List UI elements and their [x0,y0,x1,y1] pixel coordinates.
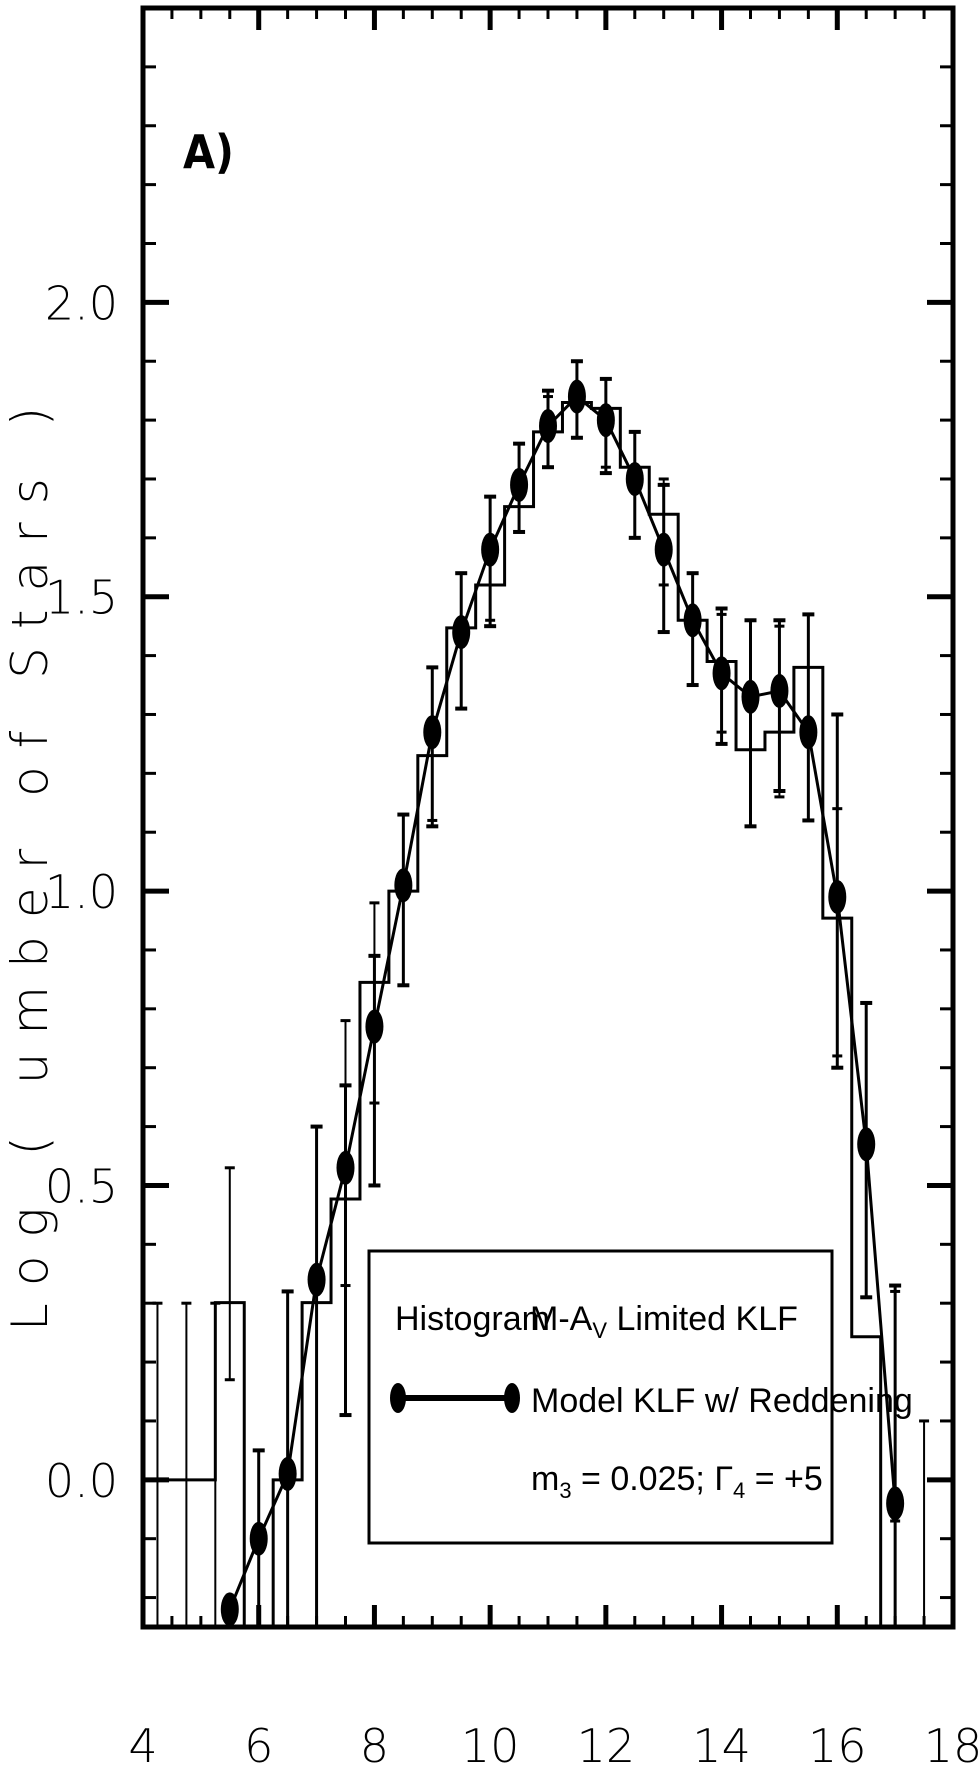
model-point [712,656,731,691]
model-point [278,1456,297,1491]
model-point [423,715,442,750]
model-point [596,403,615,438]
legend-params-m-val: = 0.025; [572,1460,715,1498]
legend-params-m: m [531,1460,559,1498]
x-tick-label: 14 [692,1719,751,1771]
model-point [394,868,413,903]
x-tick-label: 4 [128,1719,157,1771]
model-point [770,673,789,708]
y-tick-label: 1.0 [45,865,118,919]
y-tick-label: 1.5 [45,571,118,625]
plot-axes [140,5,956,1630]
legend: Histogram M-AV Limited KLF Model KLF w/ … [367,1249,913,1545]
legend-params: m3 = 0.025; Γ4 = +5 [531,1460,823,1503]
model-point [249,1521,268,1556]
model-point [307,1262,326,1297]
model-point [365,1009,384,1044]
legend-params-g-sub: 4 [733,1478,745,1503]
model-point [510,467,529,502]
model-point [828,879,847,914]
model-point [741,679,760,714]
model-point [539,408,557,443]
x-tick-label: 18 [924,1719,980,1771]
tick-labels: 4 6 8 10 12 14 16 18 0.0 0.5 1.0 1.5 2.0 [45,276,980,1771]
legend-histogram-label: Histogram [395,1300,550,1338]
legend-histogram-desc-prefix: M-A [530,1300,593,1338]
legend-model-marker-left [390,1383,406,1413]
model-point [886,1486,905,1521]
model-point [452,615,471,650]
x-tick-label: 16 [808,1719,867,1771]
model-point [654,532,673,567]
y-tick-label: 0.0 [45,1454,118,1508]
y-tick-label: 0.5 [45,1159,118,1213]
legend-histogram-desc-sub: V [592,1318,607,1343]
legend-histogram-desc: M-AV Limited KLF [530,1300,798,1343]
legend-params-g: Γ [714,1460,733,1498]
x-tick-label: 10 [461,1719,520,1771]
model-point [857,1127,876,1162]
model-point [625,461,644,496]
legend-params-g-val: = +5 [745,1460,823,1498]
x-tick-label: 6 [244,1719,273,1771]
model-point [799,715,818,750]
model-point [336,1150,355,1185]
model-point [567,379,586,414]
x-tick-label: 12 [577,1719,636,1771]
panel-label: A) [183,125,234,179]
model-point [683,603,702,638]
legend-model-marker-right [504,1383,520,1413]
legend-model-label: Model KLF w/ Reddening [531,1382,913,1420]
model-point [220,1592,239,1627]
model-point [481,532,500,567]
model-series [220,359,905,1629]
legend-histogram-desc-suffix: Limited KLF [607,1300,798,1338]
x-tick-label: 8 [360,1719,389,1771]
legend-params-m-sub: 3 [559,1478,571,1503]
y-tick-label: 2.0 [45,276,118,330]
y-axis-label: Log ( umber of Stars ) [1,389,59,1331]
